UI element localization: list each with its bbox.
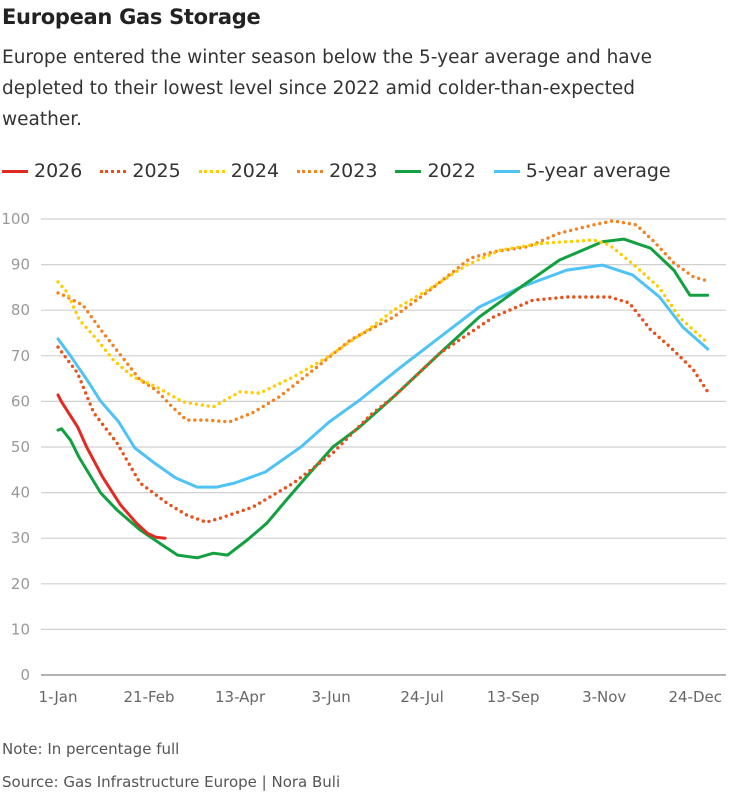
legend-label: 2023 xyxy=(329,160,378,182)
y-tick-label: 20 xyxy=(11,575,30,593)
legend-swatch xyxy=(2,169,28,173)
y-tick-label: 50 xyxy=(11,438,30,456)
legend-label: 2026 xyxy=(34,160,83,182)
series-line-2025 xyxy=(56,295,710,524)
series-line-2024 xyxy=(56,238,710,409)
x-tick-label: 3-Jun xyxy=(311,688,350,706)
series-line-5-year-average xyxy=(56,263,710,489)
y-tick-label: 90 xyxy=(11,256,30,274)
y-tick-label: 80 xyxy=(11,301,30,319)
legend-swatch xyxy=(198,169,225,173)
chart-title: European Gas Storage xyxy=(2,5,261,29)
legend-item: 5-year average xyxy=(493,160,671,182)
legend: 2026 2025 2024 2023 2022 5-year average xyxy=(2,160,689,182)
x-tick-label: 13-Apr xyxy=(215,688,266,706)
y-tick-label: 70 xyxy=(11,347,30,365)
legend-swatch xyxy=(297,169,324,173)
legend-item: 2026 xyxy=(2,160,82,182)
x-tick-label: 13-Sep xyxy=(487,688,540,706)
legend-label: 2024 xyxy=(230,160,280,182)
series-line-2022 xyxy=(56,237,710,560)
legend-item: 2023 xyxy=(297,160,377,182)
y-tick-label: 100 xyxy=(1,210,30,228)
series-line-2026 xyxy=(56,393,167,540)
note: Note: In percentage full xyxy=(2,740,180,758)
legend-swatch xyxy=(395,169,422,173)
y-tick-label: 30 xyxy=(11,529,30,547)
y-tick-label: 60 xyxy=(11,392,30,410)
legend-label: 2025 xyxy=(132,160,181,182)
x-tick-label: 24-Jul xyxy=(400,688,443,706)
legend-item: 2025 xyxy=(100,160,181,182)
x-tick-label: 1-Jan xyxy=(39,688,78,706)
line-chart: 0 10 20 30 40 50 60 70 80 90 100 1-Jan 21-Feb 13-Apr 3… xyxy=(1,210,726,706)
y-tick-label: 0 xyxy=(20,666,30,684)
y-tick-label: 10 xyxy=(11,620,30,638)
x-tick-label: 24-Dec xyxy=(668,688,722,706)
legend-item: 2022 xyxy=(395,160,476,182)
legend-swatch xyxy=(100,169,127,173)
chart-subtitle: Europe entered the winter season below t… xyxy=(2,47,652,130)
x-tick-label: 21-Feb xyxy=(124,688,175,706)
source: Source: Gas Infrastructure Europe | Nora… xyxy=(2,773,341,791)
x-tick-label: 3-Nov xyxy=(582,688,626,706)
legend-label: 2022 xyxy=(427,160,476,182)
legend-item: 2024 xyxy=(198,160,280,182)
series-line-2023 xyxy=(56,219,710,424)
y-tick-label: 40 xyxy=(11,484,30,502)
legend-label: 5-year average xyxy=(525,160,671,182)
legend-swatch xyxy=(493,169,520,173)
